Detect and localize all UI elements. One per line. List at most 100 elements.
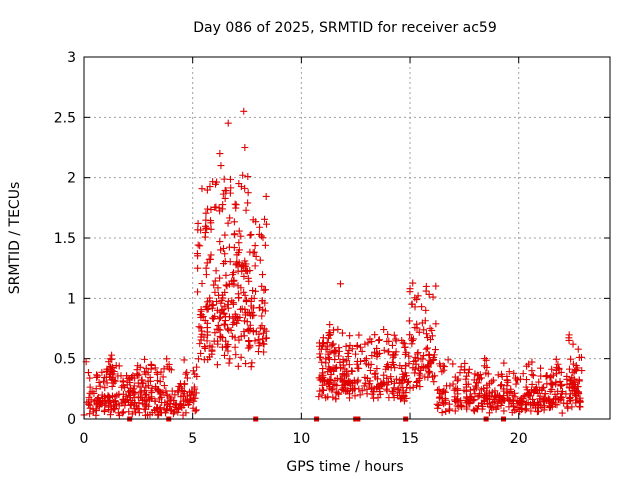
data-point (344, 379, 352, 387)
data-point (180, 390, 188, 398)
data-point (101, 384, 109, 392)
data-point (124, 388, 132, 396)
data-point (394, 391, 402, 399)
plot-frame (83, 56, 611, 420)
data-point (340, 380, 348, 388)
data-point (216, 332, 224, 340)
data-point (441, 388, 449, 396)
data-point (419, 355, 427, 363)
data-point (224, 297, 232, 305)
data-point (430, 378, 438, 386)
data-point (344, 370, 352, 378)
data-point (422, 330, 430, 338)
data-point (331, 356, 339, 364)
data-point (260, 348, 268, 356)
data-point (536, 395, 544, 403)
data-point (193, 363, 201, 371)
data-point (213, 178, 221, 186)
data-point (142, 390, 150, 398)
data-point (335, 344, 343, 352)
data-point (203, 224, 211, 232)
data-point (242, 206, 250, 214)
data-point (330, 326, 338, 334)
data-point (331, 365, 339, 373)
data-point (225, 359, 233, 367)
data-point (334, 325, 342, 333)
data-point (537, 364, 545, 372)
data-point (255, 304, 263, 312)
data-point (500, 407, 508, 415)
data-point (510, 369, 518, 377)
data-point (463, 372, 471, 380)
data-point (190, 383, 198, 391)
data-point (208, 314, 216, 322)
data-point (168, 387, 176, 395)
data-point (339, 381, 347, 389)
data-point (194, 355, 202, 363)
data-point (231, 230, 239, 238)
data-point (180, 356, 188, 364)
data-point (203, 259, 211, 267)
data-point (477, 386, 485, 394)
data-point (107, 371, 115, 379)
data-point (240, 328, 248, 336)
data-point (197, 307, 205, 315)
data-point (476, 390, 484, 398)
data-point (514, 403, 522, 411)
data-point (401, 343, 409, 351)
data-point (399, 377, 407, 385)
data-point (355, 364, 363, 372)
data-point (259, 340, 267, 348)
data-point (319, 386, 327, 394)
data-point (242, 260, 250, 268)
data-point (536, 402, 544, 410)
data-point (492, 392, 500, 400)
data-point (344, 349, 352, 357)
data-point (497, 382, 505, 390)
data-point (548, 385, 556, 393)
data-point (498, 381, 506, 389)
data-point (89, 405, 97, 413)
data-point (235, 336, 243, 344)
data-point (411, 365, 419, 373)
data-point (411, 369, 419, 377)
data-point (221, 288, 229, 296)
data-point (390, 351, 398, 359)
data-point (147, 360, 155, 368)
data-point (575, 353, 583, 361)
data-point (219, 244, 227, 252)
data-point (198, 185, 206, 193)
data-point (138, 376, 146, 384)
data-point (514, 376, 522, 384)
data-point (428, 326, 436, 334)
data-point (145, 394, 153, 402)
data-point (86, 401, 94, 409)
data-point (224, 119, 232, 127)
data-point (373, 365, 381, 373)
data-point (255, 230, 263, 238)
data-point (194, 219, 202, 227)
data-point (421, 317, 429, 325)
data-point (224, 301, 232, 309)
data-point (557, 368, 565, 376)
data-point (162, 387, 170, 395)
data-point (375, 336, 383, 344)
data-point (380, 371, 388, 379)
data-point (384, 363, 392, 371)
data-point (224, 325, 232, 333)
data-point (244, 327, 252, 335)
data-point (422, 282, 430, 290)
data-point (405, 377, 413, 385)
data-point (106, 411, 114, 419)
data-point (370, 394, 378, 402)
data-point (356, 343, 364, 351)
data-point (226, 189, 234, 197)
data-point (332, 395, 340, 403)
data-point (527, 407, 535, 415)
data-point (535, 378, 543, 386)
data-point (375, 336, 383, 344)
data-point (234, 362, 242, 370)
data-point (533, 408, 541, 416)
data-point (94, 372, 102, 380)
data-point (192, 406, 200, 414)
